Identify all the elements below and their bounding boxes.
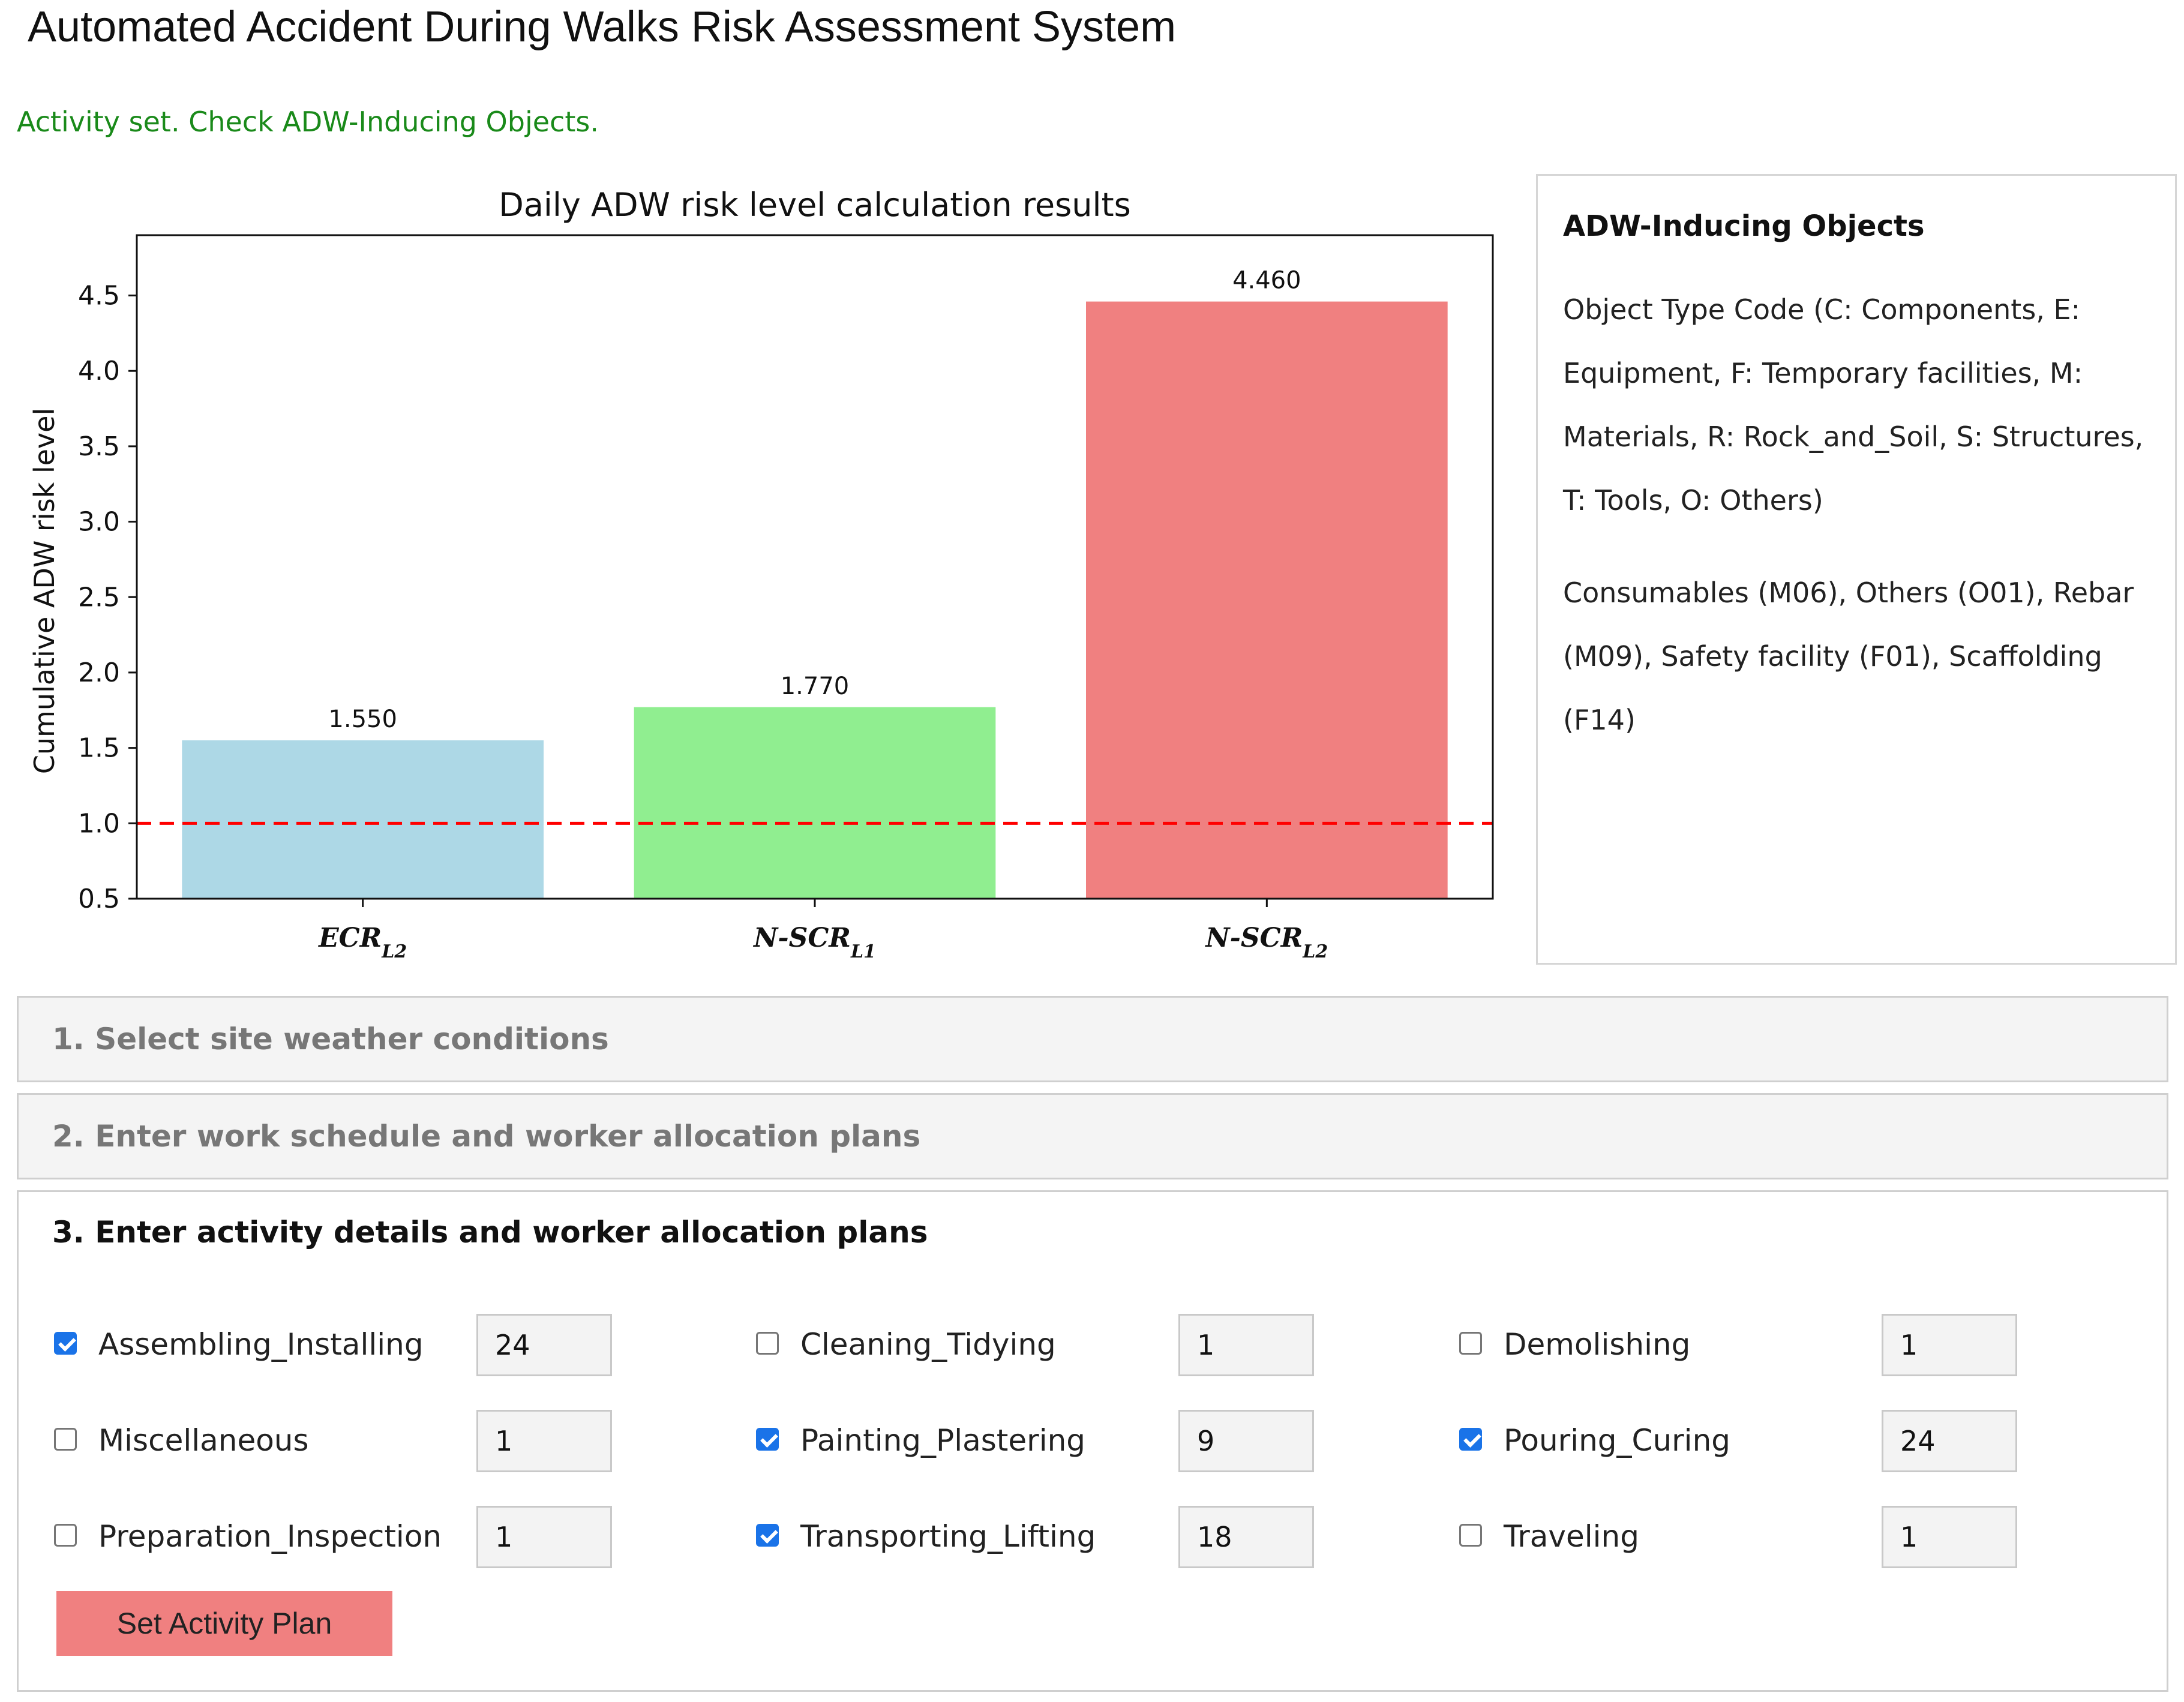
set-activity-plan-button[interactable]: Set Activity Plan — [56, 1591, 392, 1656]
activity-checkbox[interactable] — [54, 1332, 77, 1355]
activity-checkbox[interactable] — [756, 1524, 779, 1547]
activity-painting_plastering: Painting_Plastering — [756, 1410, 1326, 1472]
object-type-legend: Object Type Code (C: Components, E: Equi… — [1563, 293, 2144, 517]
activity-label: Transporting_Lifting — [800, 1519, 1096, 1554]
activity-miscellaneous: Miscellaneous — [54, 1410, 624, 1472]
activity-worker-count-input[interactable] — [476, 1314, 612, 1376]
adw-objects-panel: ADW-Inducing Objects Object Type Code (C… — [1536, 174, 2177, 965]
activity-checkbox[interactable] — [1459, 1332, 1482, 1355]
activity-demolishing: Demolishing — [1459, 1314, 2029, 1376]
y-tick-label: 2.0 — [78, 658, 120, 688]
activity-checkbox[interactable] — [756, 1428, 779, 1451]
y-axis-label: Cumulative ADW risk level — [28, 408, 61, 774]
activity-checkbox[interactable] — [1459, 1428, 1482, 1451]
activity-worker-count-input[interactable] — [476, 1410, 612, 1472]
bar-1 — [634, 707, 996, 899]
activity-label: Pouring_Curing — [1504, 1423, 1731, 1458]
section-schedule[interactable]: 2. Enter work schedule and worker alloca… — [17, 1093, 2168, 1179]
status-message: Activity set. Check ADW-Inducing Objects… — [17, 106, 599, 138]
activity-label: Traveling — [1504, 1519, 1639, 1554]
risk-chart: Daily ADW risk level calculation results… — [0, 168, 1536, 972]
activity-worker-count-input[interactable] — [1178, 1314, 1314, 1376]
bar-value-label: 1.550 — [328, 706, 397, 733]
bar-2 — [1086, 301, 1448, 899]
app-title: Automated Accident During Walks Risk Ass… — [28, 3, 1177, 51]
y-tick-label: 3.5 — [78, 431, 120, 462]
activity-label: Miscellaneous — [98, 1423, 309, 1458]
chart-title: Daily ADW risk level calculation results — [499, 186, 1131, 224]
activity-label: Painting_Plastering — [800, 1423, 1086, 1458]
section-activity-header[interactable]: 3. Enter activity details and worker all… — [52, 1215, 928, 1250]
activity-worker-count-input[interactable] — [1882, 1314, 2017, 1376]
activity-checkbox[interactable] — [756, 1332, 779, 1355]
activity-label: Cleaning_Tidying — [800, 1327, 1056, 1362]
activity-transporting_lifting: Transporting_Lifting — [756, 1506, 1326, 1568]
activity-worker-count-input[interactable] — [1882, 1506, 2017, 1568]
y-tick-label: 3.0 — [78, 507, 120, 538]
activity-checkbox[interactable] — [54, 1428, 77, 1451]
activity-cleaning_tidying: Cleaning_Tidying — [756, 1314, 1326, 1376]
y-tick-label: 2.5 — [78, 582, 120, 613]
y-tick-label: 1.5 — [78, 733, 120, 764]
risk-chart-svg: Daily ADW risk level calculation results… — [28, 186, 1494, 962]
activity-worker-count-input[interactable] — [476, 1506, 612, 1568]
x-tick-label: N-SCRL2 — [1204, 923, 1328, 962]
y-tick-label: 1.0 — [78, 808, 120, 839]
x-tick-label: ECRL2 — [317, 923, 407, 962]
activity-checkbox[interactable] — [1459, 1524, 1482, 1547]
section-weather[interactable]: 1. Select site weather conditions — [17, 996, 2168, 1082]
activity-label: Demolishing — [1504, 1327, 1691, 1362]
activity-checkbox[interactable] — [54, 1524, 77, 1547]
bar-value-label: 1.770 — [781, 673, 850, 700]
adw-objects-list: Consumables (M06), Others (O01), Rebar (… — [1563, 577, 2134, 736]
plot-frame — [136, 234, 1494, 900]
activity-worker-count-input[interactable] — [1882, 1410, 2017, 1472]
activity-preparation_inspection: Preparation_Inspection — [54, 1506, 624, 1568]
activity-pouring_curing: Pouring_Curing — [1459, 1410, 2029, 1472]
y-tick-label: 4.5 — [78, 281, 120, 311]
activity-label: Assembling_Installing — [98, 1327, 424, 1362]
section-schedule-header[interactable]: 2. Enter work schedule and worker alloca… — [52, 1119, 921, 1154]
x-tick-label: N-SCRL1 — [752, 923, 876, 962]
y-tick-label: 0.5 — [78, 884, 120, 914]
activity-assembling_installing: Assembling_Installing — [54, 1314, 624, 1376]
bar-0 — [182, 740, 544, 899]
section-weather-header[interactable]: 1. Select site weather conditions — [52, 1022, 609, 1056]
activity-worker-count-input[interactable] — [1178, 1506, 1314, 1568]
adw-objects-title: ADW-Inducing Objects — [1563, 209, 1925, 243]
bar-value-label: 4.460 — [1232, 267, 1301, 295]
activity-worker-count-input[interactable] — [1178, 1410, 1314, 1472]
y-tick-label: 4.0 — [78, 356, 120, 386]
activity-label: Preparation_Inspection — [98, 1519, 442, 1554]
activity-traveling: Traveling — [1459, 1506, 2029, 1568]
